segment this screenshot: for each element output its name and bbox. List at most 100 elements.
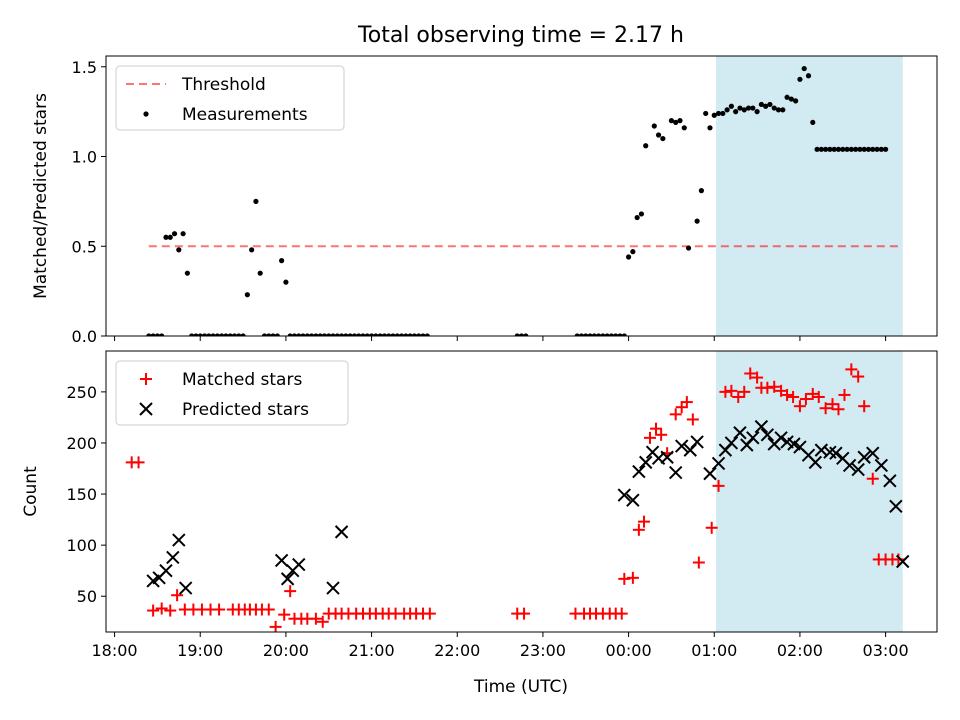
data-point [163,234,169,240]
marker-stroke [760,428,775,442]
marker-stroke [632,464,646,479]
data-point [874,458,889,473]
data-point [827,146,833,152]
marker-stroke [754,419,769,434]
data-point [774,431,788,445]
series-group [125,363,910,632]
legend-plus-swatch [140,373,152,385]
data-point [249,247,255,253]
data-point [626,571,639,584]
data-point [596,333,602,336]
data-point [309,333,315,336]
data-point [270,333,276,336]
data-point [184,270,190,276]
data-point [147,604,160,617]
data-point [381,333,388,336]
marker-stroke [724,436,739,450]
data-point [711,112,717,118]
data-point [705,521,718,534]
data-point [638,211,645,217]
legend-label: Measurements [182,105,308,125]
data-point [751,371,764,384]
data-point [518,607,531,620]
data-point [424,333,430,336]
data-point [780,107,786,113]
axes-frame [105,55,938,337]
data-point [674,439,689,453]
legend: Threshold Measurements [115,65,345,131]
data-point [159,563,173,578]
data-point [655,132,662,138]
data-point [844,146,850,152]
data-point [793,98,799,104]
data-point [291,333,298,336]
data-point [660,135,666,142]
data-point [514,333,520,336]
data-point [608,333,615,336]
data-point [373,333,379,336]
data-point [632,523,645,536]
data-point [213,603,226,616]
data-point [673,119,679,126]
data-point [347,333,353,336]
chart-title: Total observing time = 2.17 h [357,23,684,48]
data-point [240,333,246,336]
data-point [861,146,867,152]
x-tick-label: 03:00 [863,641,909,660]
data-point [338,333,345,336]
data-point [583,333,589,336]
data-point [694,218,700,224]
data-point [600,333,606,336]
data-point [223,333,229,336]
data-point [621,333,627,336]
data-point [814,146,820,152]
marker-stroke [836,451,850,465]
marker-stroke [645,445,660,459]
data-point [826,398,839,411]
data-point [330,333,336,336]
data-point [810,119,816,126]
data-point [219,333,225,336]
x-tick-label: 02:00 [777,641,823,660]
data-point [808,455,823,470]
data-point [698,188,705,194]
series-matched-stars [125,363,905,632]
legend-x-swatch [139,402,153,416]
data-point [832,403,845,416]
data-point [784,94,790,100]
data-point [231,333,238,336]
data-point [626,493,640,507]
data-point [377,333,383,336]
marker-stroke [674,439,689,453]
data-point [732,390,745,403]
data-point [758,101,764,108]
data-point [707,125,713,131]
data-point [865,146,872,152]
legend-label: Threshold [181,75,266,95]
marker-stroke [801,448,816,462]
data-point [155,602,168,615]
data-point [668,118,675,124]
data-point [680,396,693,409]
data-point [781,388,794,401]
y-tick-label: 250 [66,383,97,402]
marker-stroke [746,431,760,445]
highlight-span [715,56,903,336]
data-point [852,370,865,383]
data-point [712,479,725,492]
data-point [818,146,824,152]
data-point [733,426,747,440]
marker-stroke [703,466,717,481]
data-point [754,109,760,115]
data-point [686,413,699,426]
data-point [724,107,730,113]
data-point [799,393,812,406]
data-point [668,465,683,480]
data-point [334,333,340,336]
data-point [154,333,161,336]
data-point [292,557,306,572]
data-point [604,333,610,336]
x-axis-label: Time (UTC) [473,677,568,697]
data-point [574,333,580,336]
y-tick-label: 1.0 [72,148,97,167]
